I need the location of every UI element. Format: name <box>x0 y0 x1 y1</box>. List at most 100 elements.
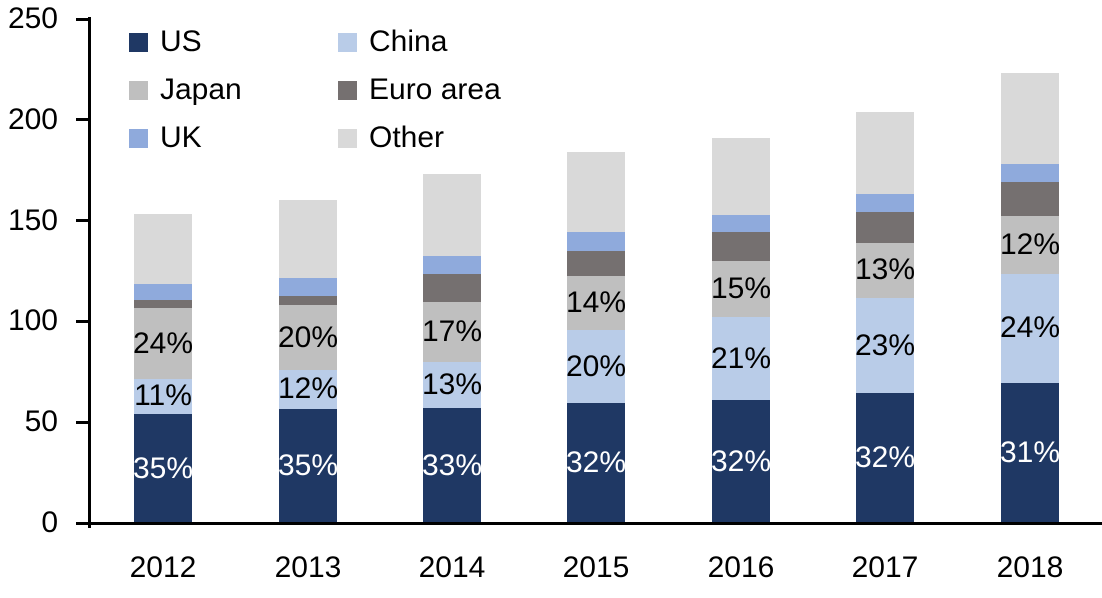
legend-label: US <box>160 25 202 58</box>
bar-segment-china-2013: 12% <box>277 369 339 410</box>
bar-segment-uk-2012 <box>134 284 192 301</box>
segment-percent-label: 13% <box>854 253 916 287</box>
x-axis-category-label: 2017 <box>851 551 919 584</box>
bar-segment-euro-area-2018 <box>1001 182 1059 216</box>
legend-swatch-icon <box>129 32 148 52</box>
legend-item-uk: UK <box>129 114 338 162</box>
y-axis-line <box>88 17 91 528</box>
bar-segment-other-2015 <box>567 152 625 232</box>
segment-percent-label: 20% <box>277 320 339 354</box>
legend-label: China <box>369 25 448 58</box>
bar-segment-japan-2016: 15% <box>710 260 772 318</box>
legend-swatch-icon <box>338 128 357 148</box>
legend-swatch-icon <box>129 128 148 148</box>
legend-label: Euro area <box>369 73 501 106</box>
bar-segment-euro-area-2015 <box>567 250 625 277</box>
bar-segment-uk-2013 <box>279 278 337 297</box>
segment-percent-label: 31% <box>999 435 1061 469</box>
x-axis-category-label: 2016 <box>707 551 775 584</box>
legend-swatch-icon <box>338 80 357 100</box>
bar-segment-other-2012 <box>134 213 192 285</box>
bar-segment-uk-2014 <box>423 255 481 275</box>
segment-percent-label: 23% <box>854 328 916 362</box>
bar-segment-japan-2018: 12% <box>999 215 1061 274</box>
bar-segment-other-2014 <box>423 174 481 256</box>
bar-segment-euro-area-2014 <box>423 274 481 303</box>
segment-percent-label: 11% <box>134 379 192 413</box>
bar-segment-us-2014: 33% <box>421 408 483 523</box>
segment-percent-label: 13% <box>421 367 483 401</box>
bar-segment-us-2016: 32% <box>710 400 772 523</box>
legend-label: Other <box>369 121 445 154</box>
legend-item-other: Other <box>338 114 501 162</box>
y-axis-tick <box>76 118 88 122</box>
bar-segment-uk-2015 <box>567 231 625 251</box>
legend-item-euro-area: Euro area <box>338 66 501 114</box>
y-axis-tick <box>76 219 88 223</box>
bar-segment-china-2018: 24% <box>999 274 1061 383</box>
y-axis-tick-label: 250 <box>7 2 58 35</box>
legend-label: Japan <box>160 73 242 106</box>
bar-segment-other-2018 <box>1001 73 1059 165</box>
bar-segment-other-2017 <box>856 111 914 195</box>
bar-segment-us-2017: 32% <box>854 392 916 523</box>
x-axis-line <box>76 521 1102 525</box>
bar-segment-uk-2018 <box>1001 164 1059 183</box>
segment-percent-label: 24% <box>999 311 1061 345</box>
bar-segment-japan-2012: 24% <box>132 308 194 379</box>
y-axis-tick <box>76 420 88 424</box>
legend-item-japan: Japan <box>129 66 338 114</box>
segment-percent-label: 35% <box>132 451 194 485</box>
bar-segment-other-2016 <box>712 137 770 215</box>
segment-percent-label: 32% <box>565 446 627 480</box>
bar-segment-us-2015: 32% <box>565 403 627 523</box>
bar-segment-euro-area-2013 <box>279 296 337 306</box>
segment-percent-label: 20% <box>565 349 627 383</box>
x-axis-category-label: 2015 <box>562 551 630 584</box>
bar-segment-us-2013: 35% <box>277 409 339 523</box>
legend-swatch-icon <box>338 32 357 52</box>
segment-percent-label: 35% <box>277 449 339 483</box>
y-axis-tick-label: 0 <box>41 506 58 539</box>
segment-percent-label: 21% <box>710 341 772 375</box>
bar-segment-china-2017: 23% <box>854 298 916 393</box>
y-axis-tick-label: 200 <box>7 102 58 136</box>
segment-percent-label: 33% <box>421 448 483 482</box>
y-axis-tick <box>76 17 88 21</box>
bar-segment-china-2015: 20% <box>565 330 627 404</box>
x-axis-category-label: 2013 <box>274 551 342 584</box>
bar-segment-us-2018: 31% <box>999 382 1061 523</box>
bar-segment-other-2013 <box>279 200 337 279</box>
bar-segment-china-2014: 13% <box>421 361 483 409</box>
legend-swatch-icon <box>129 80 148 100</box>
legend-label: UK <box>160 121 202 154</box>
segment-percent-label: 32% <box>710 444 772 478</box>
bar-segment-euro-area-2016 <box>712 231 770 261</box>
legend-item-us: US <box>129 18 338 66</box>
bar-segment-japan-2014: 17% <box>421 302 483 362</box>
bar-segment-japan-2013: 20% <box>277 305 339 370</box>
segment-percent-label: 12% <box>277 372 339 406</box>
x-axis-category-label: 2012 <box>129 551 197 584</box>
y-axis-tick-label: 100 <box>7 304 58 338</box>
segment-percent-label: 32% <box>854 440 916 474</box>
bar-segment-china-2016: 21% <box>710 317 772 400</box>
segment-percent-label: 12% <box>999 227 1061 261</box>
legend-item-china: China <box>338 18 501 66</box>
bar-segment-japan-2015: 14% <box>565 276 627 331</box>
bar-segment-euro-area-2017 <box>856 211 914 243</box>
y-axis-tick-label: 150 <box>7 203 58 237</box>
y-axis-tick <box>76 319 88 323</box>
segment-percent-label: 17% <box>421 314 483 348</box>
segment-percent-label: 24% <box>132 326 194 360</box>
segment-percent-label: 15% <box>710 272 772 306</box>
bar-segment-us-2012: 35% <box>132 414 194 523</box>
bar-segment-japan-2017: 13% <box>854 242 916 299</box>
x-axis-category-label: 2018 <box>996 551 1064 584</box>
segment-percent-label: 14% <box>565 286 627 320</box>
bar-segment-china-2012: 11% <box>134 378 192 415</box>
y-axis-tick-label: 50 <box>24 405 58 439</box>
bar-segment-uk-2016 <box>712 214 770 232</box>
legend: US China Japan Euro area UK Other <box>129 18 501 162</box>
